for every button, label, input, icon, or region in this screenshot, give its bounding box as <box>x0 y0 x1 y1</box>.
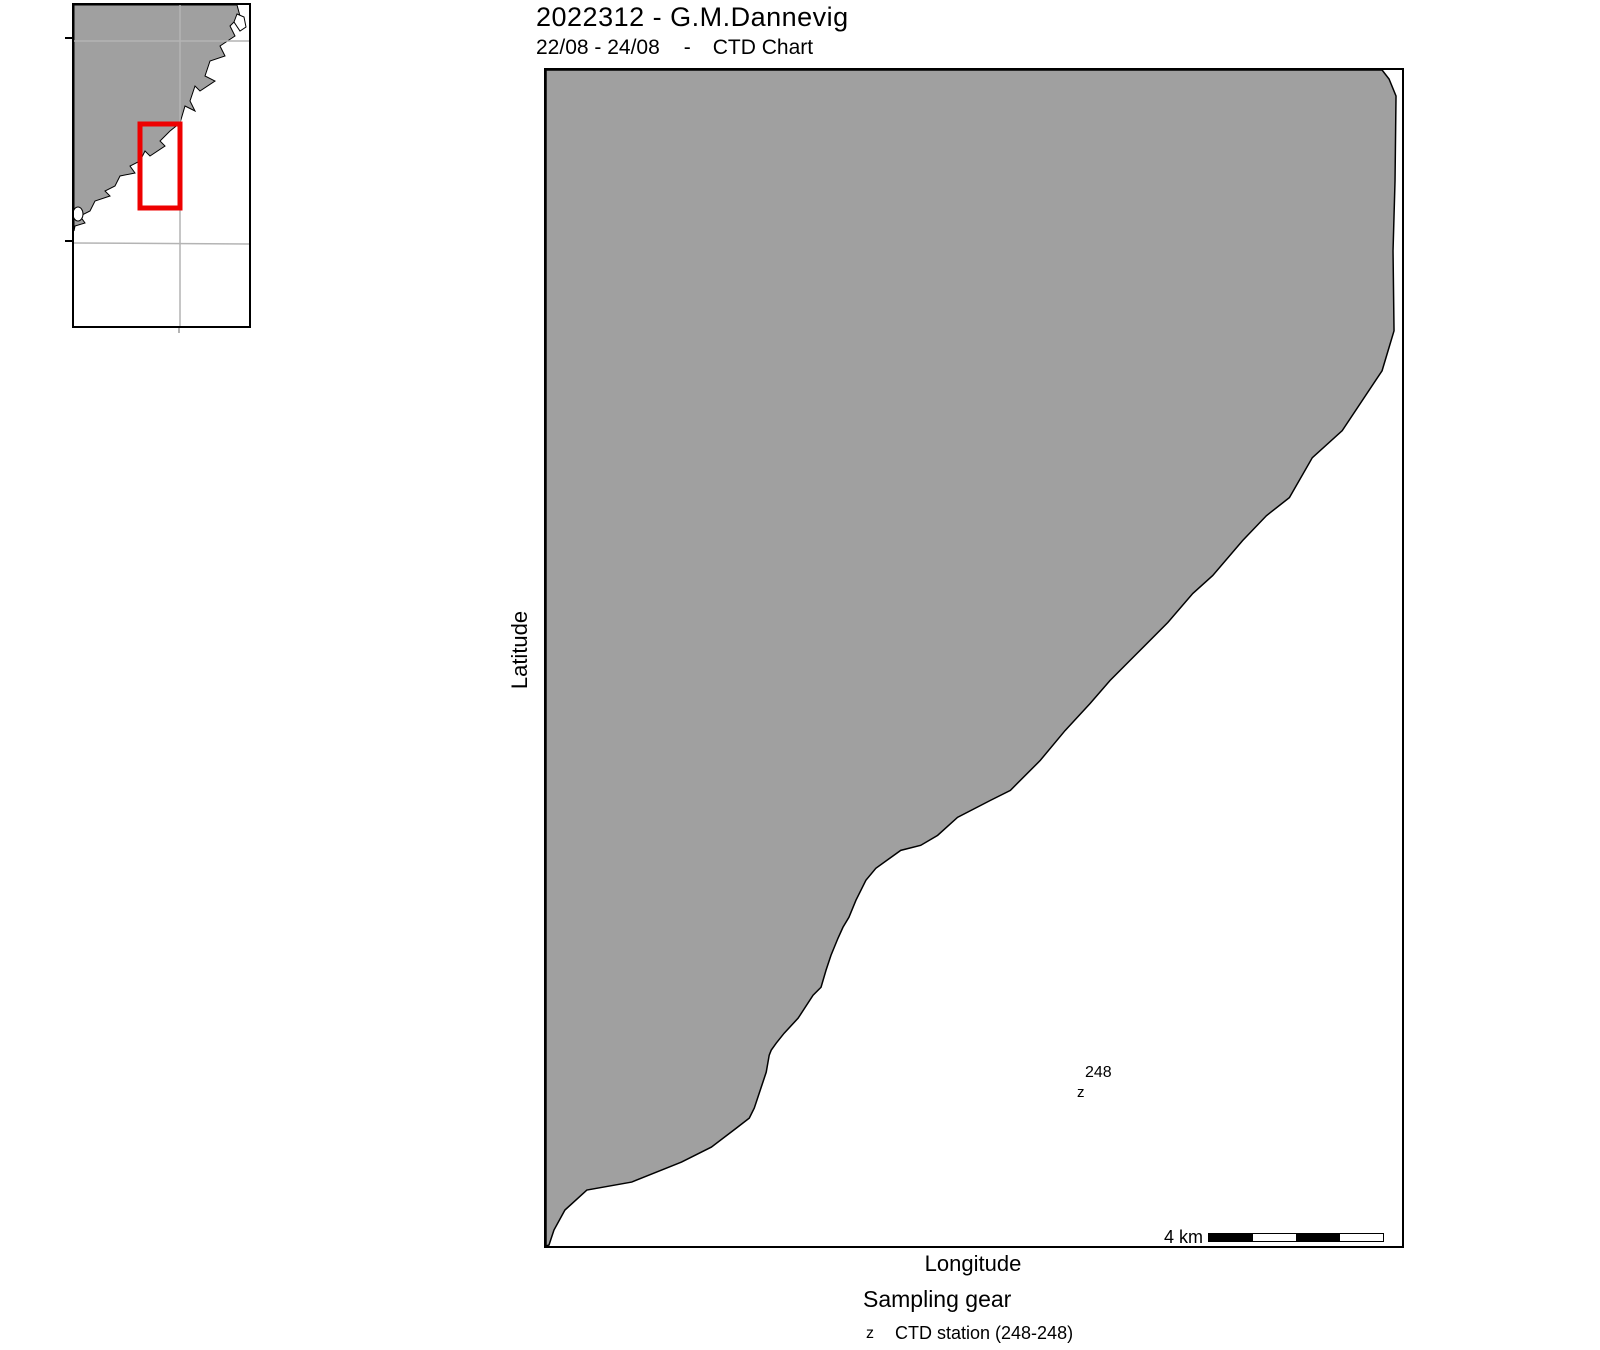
graticule-parallel-south <box>74 242 249 245</box>
legend-item-label: CTD station (248-248) <box>895 1323 1074 1343</box>
page-subtitle: 22/08 - 24/08- CTD Chart <box>536 36 849 59</box>
overview-inset-map <box>72 3 251 328</box>
legend: Sampling gear z CTD station (248-248) <box>863 1286 1073 1344</box>
scale-bar-segment <box>1252 1234 1296 1241</box>
scale-bar <box>1208 1233 1384 1242</box>
header: 2022312 - G.M.Dannevig 22/08 - 24/08- CTD… <box>536 2 849 59</box>
overview-land-shape <box>74 5 241 232</box>
study-area-box <box>137 121 183 211</box>
legend-item: z CTD station (248-248) <box>863 1323 1074 1344</box>
coastline-land-shape <box>546 70 1397 1246</box>
station-number-label: 248 <box>1085 1064 1112 1081</box>
main-map-canvas <box>546 70 1397 1246</box>
ctd-station-marker: z <box>1077 1084 1085 1101</box>
main-map: 248 z 4 km <box>544 68 1404 1248</box>
overview-map-canvas <box>74 5 249 326</box>
subtitle-date-range: 22/08 - 24/08 <box>536 36 660 60</box>
inset-bottom-tick <box>178 328 180 333</box>
scale-bar-segment <box>1296 1234 1340 1241</box>
scale-bar-segment <box>1339 1234 1383 1241</box>
x-axis-label: Longitude <box>924 1251 1022 1276</box>
subtitle-chart-type: CTD Chart <box>712 36 814 60</box>
legend-heading: Sampling gear <box>863 1286 1012 1312</box>
scale-bar-segment <box>1209 1234 1253 1241</box>
page-title: 2022312 - G.M.Dannevig <box>536 2 849 32</box>
scale-bar-label: 4 km <box>1163 1227 1203 1247</box>
subtitle-separator: - <box>683 36 691 60</box>
inset-left-tick-south <box>65 240 73 242</box>
overview-island <box>233 13 247 32</box>
overview-islet <box>74 206 84 222</box>
inset-left-tick-north <box>65 37 73 39</box>
y-axis-label: Latitude <box>507 610 532 690</box>
ctd-station-symbol: z <box>866 1324 874 1342</box>
